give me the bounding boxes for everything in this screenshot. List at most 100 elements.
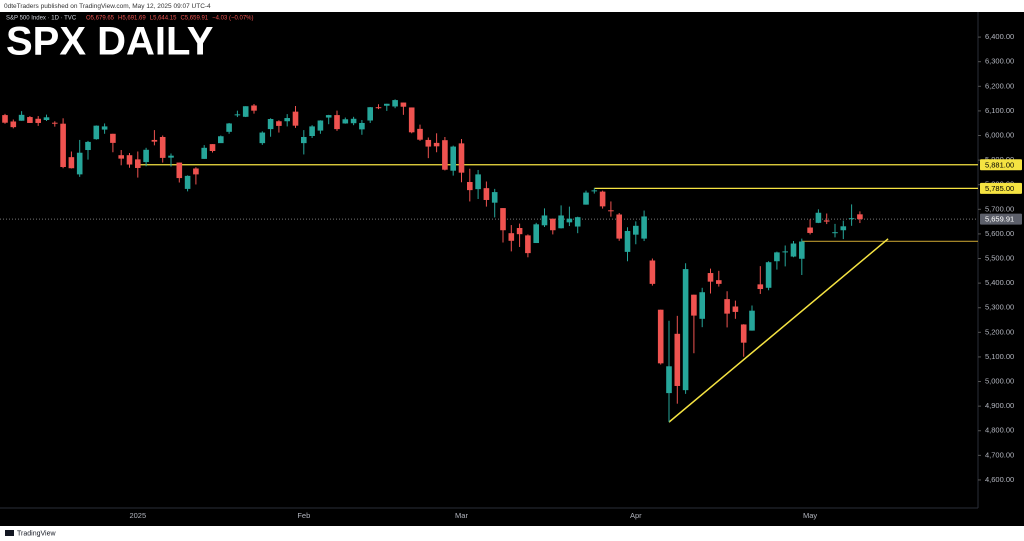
y-tick-label: 4,600.00 xyxy=(985,475,1014,484)
candle-body xyxy=(483,188,490,200)
candle-body xyxy=(101,126,108,130)
publisher: 0dteTraders published on TradingView.com… xyxy=(4,3,211,10)
x-tick-label: Apr xyxy=(630,511,642,520)
y-tick-label: 4,700.00 xyxy=(985,450,1014,459)
level-label: 5,785.00 xyxy=(985,184,1014,193)
candle-body xyxy=(135,159,141,168)
candle-body xyxy=(782,251,788,253)
candle-body xyxy=(790,243,797,257)
candle-body xyxy=(674,333,681,386)
candle-body xyxy=(159,136,166,158)
candle-body xyxy=(43,117,50,121)
legend-value: O5,679.65 xyxy=(86,16,115,22)
candle-body xyxy=(325,115,332,118)
y-tick-label: 5,600.00 xyxy=(985,229,1014,238)
candle-body xyxy=(458,143,465,173)
y-tick-label: 5,200.00 xyxy=(985,327,1014,336)
candle-body xyxy=(840,226,847,231)
candle-body xyxy=(616,214,622,239)
y-tick-label: 6,100.00 xyxy=(985,106,1014,115)
candle-body xyxy=(500,208,506,231)
x-tick-label: Feb xyxy=(297,511,310,520)
candle-body xyxy=(641,216,647,239)
candle-body xyxy=(2,115,8,123)
candle-body xyxy=(716,280,722,284)
candle-body xyxy=(757,284,764,290)
legend-value: −4.03 (−0.07%) xyxy=(212,16,253,22)
y-tick-label: 5,300.00 xyxy=(985,303,1014,312)
candle-body xyxy=(433,142,440,147)
candle-body xyxy=(848,218,855,220)
last-price-label: 5,659.91 xyxy=(985,215,1014,224)
candle-body xyxy=(251,105,257,111)
candle-body xyxy=(151,139,158,142)
candle-body xyxy=(815,212,822,223)
candle-body xyxy=(724,299,730,314)
symbol: S&P 500 Index · 1D · TVC xyxy=(6,16,77,22)
candle-body xyxy=(525,235,531,254)
candle-body xyxy=(583,192,589,205)
candle-body xyxy=(126,155,133,165)
candle-body xyxy=(682,269,689,391)
candle-body xyxy=(76,152,83,175)
candle-body xyxy=(550,218,556,231)
candle-body xyxy=(209,144,216,152)
candle-body xyxy=(93,125,100,140)
candle-body xyxy=(118,155,124,159)
x-tick-label: 2025 xyxy=(129,511,146,520)
chart-bg xyxy=(0,12,1024,526)
candle-body xyxy=(657,309,664,364)
candle-body xyxy=(392,100,398,107)
legend-value: C5,659.91 xyxy=(180,16,208,22)
candle-body xyxy=(799,241,805,259)
candle-body xyxy=(591,190,598,192)
y-tick-label: 4,900.00 xyxy=(985,401,1014,410)
candle-body xyxy=(60,123,66,167)
candle-body xyxy=(516,228,523,235)
candle-body xyxy=(425,139,432,147)
candle-body xyxy=(400,102,407,107)
candle-body xyxy=(143,149,149,163)
candle-body xyxy=(774,252,780,262)
candle-body xyxy=(193,168,199,175)
candle-body xyxy=(408,107,415,133)
candle-body xyxy=(201,147,207,159)
candle-body xyxy=(301,136,307,144)
trendline xyxy=(668,238,889,423)
legend-value: H5,691.69 xyxy=(118,16,146,22)
candle-body xyxy=(699,292,705,319)
level-label: 5,881.00 xyxy=(985,160,1014,169)
candle-body xyxy=(176,162,183,179)
y-tick-label: 5,500.00 xyxy=(985,254,1014,263)
candle-body xyxy=(749,310,755,331)
candle-body xyxy=(52,122,58,124)
candle-body xyxy=(608,210,614,212)
candle-body xyxy=(467,182,473,191)
candle-body xyxy=(35,118,41,123)
y-tick-label: 4,800.00 xyxy=(985,426,1014,435)
y-tick-label: 5,700.00 xyxy=(985,204,1014,213)
candle-body xyxy=(574,217,581,227)
x-tick-label: May xyxy=(803,511,817,520)
candle-body xyxy=(267,119,274,130)
candle-body xyxy=(367,107,373,121)
level-badge xyxy=(980,159,1022,171)
candle-body xyxy=(317,120,324,131)
candle-body xyxy=(807,227,813,233)
candle-body xyxy=(533,224,539,244)
candle-body xyxy=(334,115,340,130)
y-tick-label: 5,000.00 xyxy=(985,377,1014,386)
candle-body xyxy=(284,118,290,122)
candle-body xyxy=(342,119,349,124)
candle-body xyxy=(442,140,448,170)
candle-body xyxy=(541,215,548,226)
candle-body xyxy=(276,121,282,126)
candle-body xyxy=(765,262,772,288)
candle-body xyxy=(68,157,75,169)
y-tick-label: 5,100.00 xyxy=(985,352,1014,361)
y-tick-label: 6,400.00 xyxy=(985,32,1014,41)
candle-body xyxy=(10,121,17,128)
candle-body xyxy=(624,230,631,252)
y-tick-label: 5,400.00 xyxy=(985,278,1014,287)
